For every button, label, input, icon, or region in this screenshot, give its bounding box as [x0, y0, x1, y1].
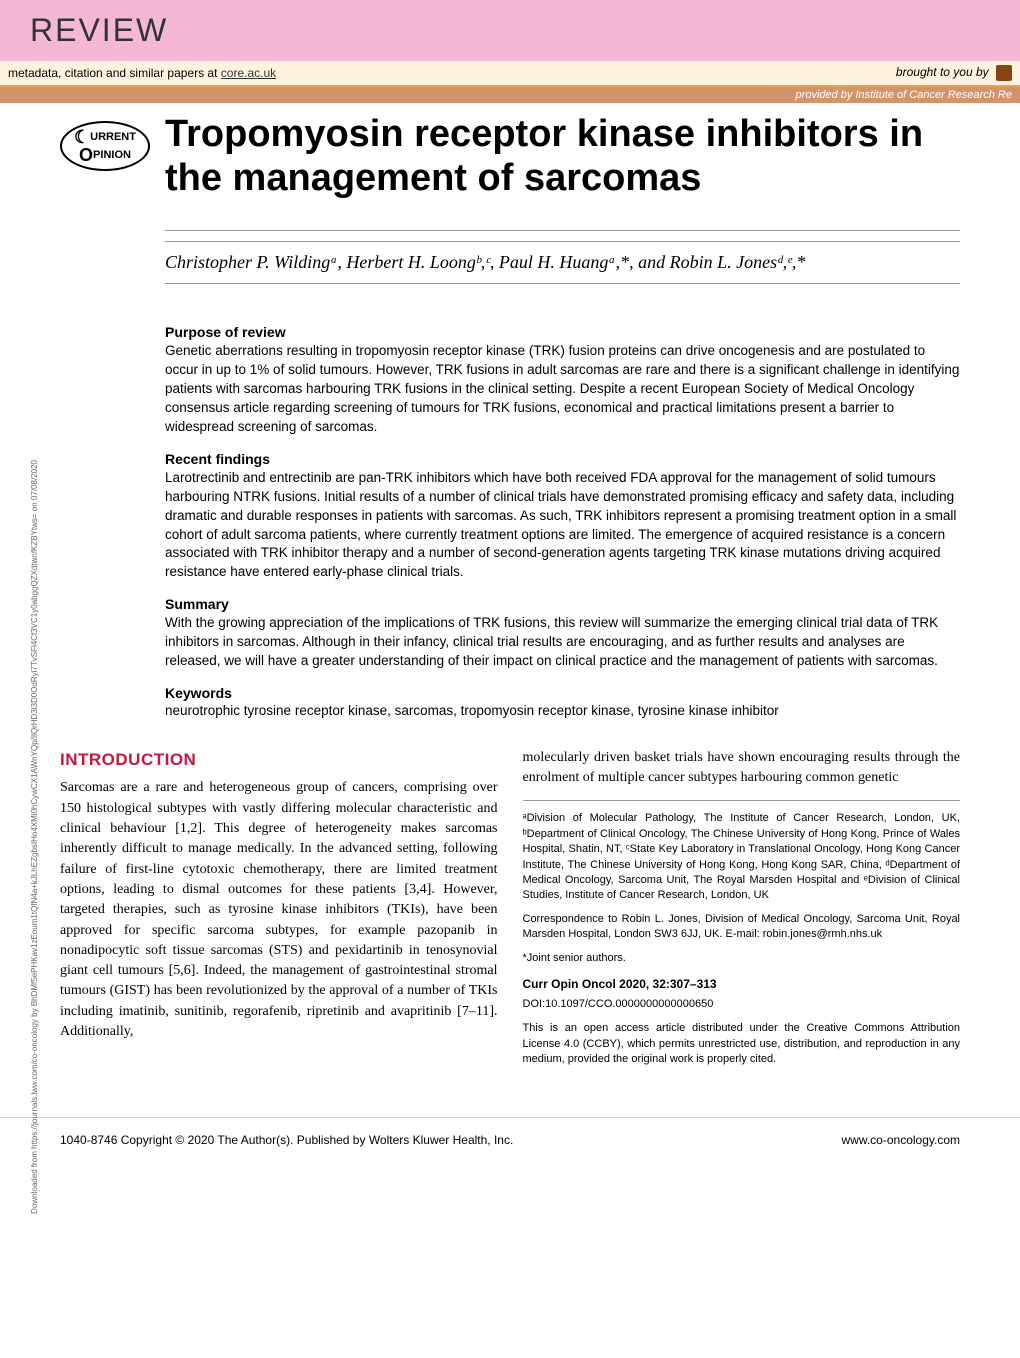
provided-by-bar: provided by Institute of Cancer Research… — [0, 87, 1020, 103]
brought-by-label: brought to you by — [896, 65, 989, 79]
page-footer: 1040-8746 Copyright © 2020 The Author(s)… — [0, 1117, 1020, 1162]
keywords-text: neurotrophic tyrosine receptor kinase, s… — [165, 703, 960, 718]
current-opinion-badge: ☾URRENT OPINION — [60, 121, 150, 171]
core-logo-icon — [996, 65, 1012, 81]
recent-text: Larotrectinib and entrectinib are pan-TR… — [165, 469, 960, 582]
badge-o-icon: O — [79, 146, 93, 164]
intro-col2-text: molecularly driven basket trials have sh… — [523, 748, 961, 789]
review-label: REVIEW — [30, 12, 168, 48]
intro-col1-text: Sarcomas are a rare and heterogeneous gr… — [60, 778, 498, 1042]
badge-bottom: PINION — [93, 150, 131, 161]
core-metadata-bar: metadata, citation and similar papers at… — [0, 61, 1020, 87]
correspondence: Correspondence to Robin L. Jones, Divisi… — [523, 912, 961, 943]
core-link[interactable]: core.ac.uk — [221, 66, 276, 80]
article-title: Tropomyosin receptor kinase inhibitors i… — [165, 113, 960, 200]
core-left: metadata, citation and similar papers at… — [8, 66, 276, 80]
affiliations: ᵃDivision of Molecular Pathology, The In… — [523, 811, 961, 903]
badge-c-icon: ☾ — [74, 128, 90, 146]
summary-heading: Summary — [165, 596, 960, 612]
keywords-heading: Keywords — [165, 685, 960, 701]
intro-heading: INTRODUCTION — [60, 748, 498, 773]
recent-heading: Recent findings — [165, 451, 960, 467]
core-right: brought to you by — [896, 65, 1012, 81]
core-prefix: metadata, citation and similar papers at — [8, 66, 221, 80]
badge-top: URRENT — [90, 132, 136, 143]
authors-line: Christopher P. Wildingᵃ, Herbert H. Loon… — [165, 241, 960, 284]
summary-text: With the growing appreciation of the imp… — [165, 614, 960, 671]
two-column-body: INTRODUCTION Sarcomas are a rare and het… — [60, 748, 960, 1068]
right-column: molecularly driven basket trials have sh… — [523, 748, 961, 1068]
rule-above-authors — [165, 230, 960, 231]
title-row: ☾URRENT OPINION Tropomyosin receptor kin… — [60, 113, 960, 200]
joint-senior-authors: *Joint senior authors. — [523, 951, 961, 966]
license-text: This is an open access article distribut… — [523, 1021, 961, 1067]
purpose-text: Genetic aberrations resulting in tropomy… — [165, 342, 960, 436]
abstract-block: Purpose of review Genetic aberrations re… — [165, 324, 960, 717]
vertical-download-citation: Downloaded from https://journals.lww.com… — [30, 460, 40, 1214]
footer-url: www.co-oncology.com — [842, 1133, 961, 1147]
provided-by-text: provided by Institute of Cancer Research… — [796, 89, 1012, 101]
main-content: ☾URRENT OPINION Tropomyosin receptor kin… — [0, 103, 1020, 1097]
purpose-heading: Purpose of review — [165, 324, 960, 340]
left-column: INTRODUCTION Sarcomas are a rare and het… — [60, 748, 498, 1068]
footer-copyright: 1040-8746 Copyright © 2020 The Author(s)… — [60, 1133, 513, 1147]
doi-line: DOI:10.1097/CCO.0000000000000650 — [523, 997, 961, 1013]
affil-divider — [523, 800, 961, 801]
journal-citation: Curr Opin Oncol 2020, 32:307–313 — [523, 976, 961, 993]
review-banner: REVIEW — [0, 0, 1020, 61]
